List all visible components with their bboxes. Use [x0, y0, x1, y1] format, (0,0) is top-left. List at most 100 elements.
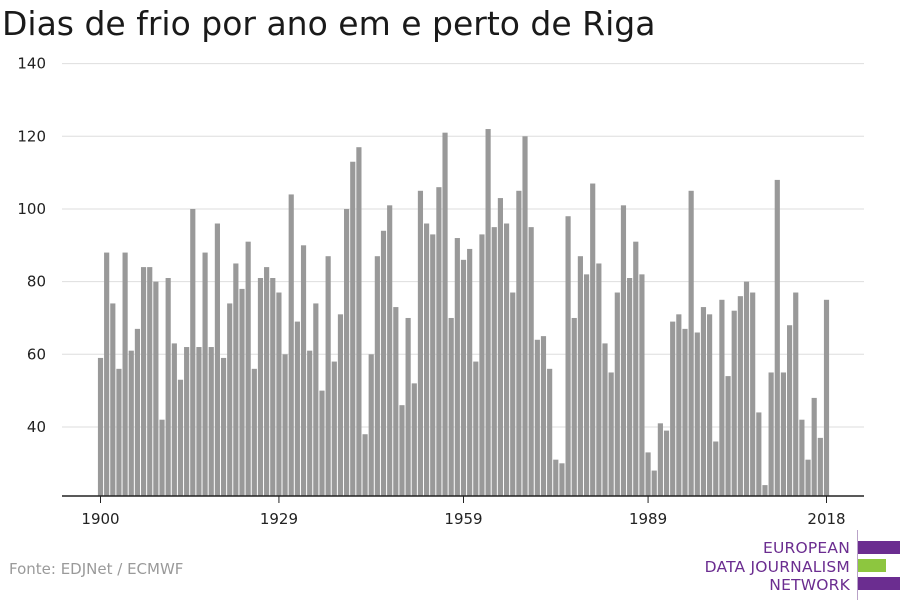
- bar-1956: [442, 132, 448, 497]
- bar-1936: [319, 390, 325, 496]
- bar-1985: [620, 205, 627, 496]
- bar-1918: [208, 347, 214, 496]
- bar-1996: [688, 190, 694, 497]
- x-tick-label-1929: 1929: [260, 510, 298, 528]
- x-tick-label-1900: 1900: [81, 510, 119, 528]
- bar-1979: [583, 274, 590, 496]
- bar-2004: [737, 296, 743, 496]
- bar-1959: [460, 259, 467, 496]
- bar-1929: [276, 292, 282, 496]
- bar-1931: [288, 194, 294, 496]
- y-tick-label-40: 40: [27, 418, 46, 436]
- bar-1981: [596, 263, 602, 496]
- bar-1915: [190, 208, 196, 496]
- bar-1998: [700, 307, 707, 496]
- bar-1937: [325, 256, 331, 496]
- bar-2016: [811, 397, 817, 496]
- bar-1930: [282, 354, 288, 496]
- bar-1954: [430, 234, 436, 496]
- y-tick-label-60: 60: [27, 345, 46, 363]
- bar-1989: [645, 452, 651, 496]
- bar-1948: [393, 307, 399, 496]
- bar-2014: [799, 419, 805, 496]
- bar-1901: [104, 252, 110, 496]
- bar-1926: [257, 278, 264, 496]
- bar-1984: [614, 292, 620, 496]
- bar-2003: [731, 310, 737, 496]
- bar-1969: [522, 136, 528, 497]
- bar-1978: [577, 256, 583, 496]
- bar-1961: [473, 361, 479, 496]
- bar-1972: [540, 336, 547, 496]
- x-tick-label-1989: 1989: [629, 510, 667, 528]
- bar-1970: [528, 227, 534, 496]
- bar-1922: [233, 263, 239, 496]
- bar-1971: [534, 339, 540, 496]
- logo-text-line-1: EUROPEAN: [762, 539, 850, 557]
- bar-1920: [220, 357, 227, 496]
- bar-1921: [227, 303, 233, 496]
- bar-1916: [196, 347, 202, 496]
- bar-1982: [602, 343, 608, 496]
- bar-1906: [134, 328, 140, 496]
- bar-1958: [454, 238, 460, 496]
- bar-1942: [356, 147, 362, 496]
- bar-1909: [153, 281, 159, 496]
- bar-2010: [774, 179, 780, 496]
- bar-1949: [399, 405, 405, 496]
- bar-1953: [424, 223, 430, 496]
- bar-1935: [313, 303, 319, 496]
- bar-1960: [467, 248, 473, 496]
- bar-1962: [479, 234, 485, 496]
- bar-1902: [110, 303, 116, 496]
- bar-1963: [485, 129, 491, 496]
- bar-1990: [651, 470, 657, 496]
- bar-1993: [670, 321, 676, 496]
- bar-1910: [159, 419, 165, 496]
- bar-1983: [608, 372, 614, 496]
- bar-1968: [516, 190, 522, 497]
- bar-2013: [793, 292, 799, 496]
- edjnet-logo: EUROPEAN DATA JOURNALISM NETWORK: [700, 530, 900, 600]
- bar-1927: [264, 267, 270, 496]
- bar-1964: [491, 227, 497, 496]
- logo-bar-bottom: [858, 577, 900, 590]
- logo-bar-top: [858, 541, 900, 554]
- bar-2000: [713, 441, 719, 496]
- bar-1938: [331, 361, 337, 496]
- logo-divider: [857, 530, 858, 600]
- bar-1939: [337, 314, 344, 496]
- bar-1917: [202, 252, 208, 496]
- bar-2012: [787, 325, 793, 496]
- bars: [97, 129, 830, 497]
- y-tick-label-140: 140: [17, 55, 46, 73]
- bar-1924: [245, 241, 251, 496]
- bar-1975: [559, 463, 565, 496]
- bar-1992: [663, 430, 670, 496]
- bar-1974: [553, 459, 559, 496]
- bar-1991: [657, 423, 663, 496]
- y-tick-label-120: 120: [17, 127, 46, 145]
- source-note: Fonte: EDJNet / ECMWF: [9, 560, 184, 578]
- bar-1950: [405, 317, 411, 496]
- bar-1914: [184, 347, 190, 496]
- bar-1905: [128, 350, 134, 496]
- bar-1995: [682, 328, 688, 496]
- bar-1911: [165, 278, 171, 496]
- bar-1913: [177, 379, 184, 496]
- bar-1907: [140, 267, 147, 496]
- x-axis-ticks: 1900 1929 1959 1989 2018: [81, 496, 846, 528]
- bar-1973: [547, 368, 553, 496]
- bar-1967: [510, 292, 516, 496]
- bar-1951: [411, 383, 417, 496]
- bar-1934: [307, 350, 313, 496]
- x-tick-label-1959: 1959: [444, 510, 482, 528]
- bar-1986: [627, 278, 633, 496]
- bar-1987: [633, 241, 639, 496]
- bar-2001: [719, 299, 725, 496]
- logo-bar-middle: [858, 559, 886, 572]
- bar-1925: [251, 368, 257, 496]
- y-tick-label-100: 100: [17, 200, 46, 218]
- bar-2017: [817, 437, 823, 496]
